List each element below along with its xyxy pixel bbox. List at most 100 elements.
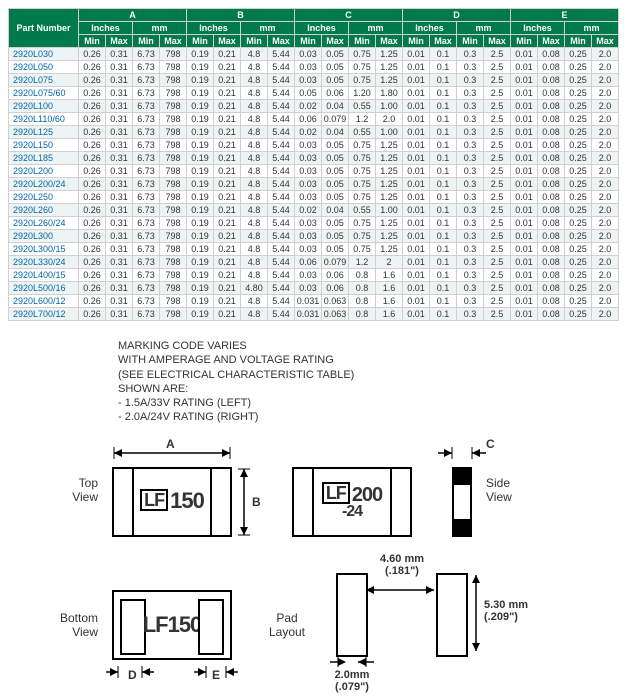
value-cell: 0.25 [565, 113, 592, 126]
value-cell: 0.19 [187, 100, 214, 113]
value-cell: 2.0 [376, 113, 403, 126]
value-cell: 2.0 [592, 113, 619, 126]
value-cell: 0.31 [106, 282, 133, 295]
value-cell: 0.06 [322, 269, 349, 282]
pad-gap: 4.60 mm [380, 553, 424, 565]
value-cell: 0.19 [187, 230, 214, 243]
part-number-cell: 2920L200 [9, 165, 79, 178]
value-cell: 0.25 [565, 230, 592, 243]
dim-D-label: D [128, 668, 137, 682]
value-cell: 1.6 [376, 282, 403, 295]
value-cell: 0.19 [187, 61, 214, 74]
value-cell: 0.08 [538, 152, 565, 165]
part-number-cell: 2920L075/60 [9, 87, 79, 100]
value-cell: 6.73 [133, 165, 160, 178]
value-cell: 1.2 [349, 256, 376, 269]
value-cell: 2.0 [592, 217, 619, 230]
value-cell: 0.3 [457, 204, 484, 217]
value-cell: 0.25 [565, 61, 592, 74]
value-cell: 0.1 [430, 191, 457, 204]
value-cell: 2.0 [592, 165, 619, 178]
value-cell: 798 [160, 230, 187, 243]
value-cell: 0.21 [214, 139, 241, 152]
value-cell: 0.31 [106, 295, 133, 308]
value-cell: 6.73 [133, 87, 160, 100]
value-cell: 0.05 [322, 243, 349, 256]
value-cell: 6.73 [133, 204, 160, 217]
table-row: 2920L500/160.260.316.737980.190.214.805.… [9, 282, 619, 295]
value-cell: 0.19 [187, 217, 214, 230]
value-cell: 4.8 [241, 191, 268, 204]
pad-h: 5.30 mm [484, 599, 528, 611]
value-cell: 0.8 [349, 269, 376, 282]
value-cell: 4.8 [241, 139, 268, 152]
value-cell: 2.5 [484, 295, 511, 308]
value-cell: 0.3 [457, 113, 484, 126]
value-cell: 0.01 [511, 178, 538, 191]
chip-bottom: LF150 [112, 590, 232, 660]
table-row: 2920L110/600.260.316.737980.190.214.85.4… [9, 113, 619, 126]
value-cell: 5.44 [268, 204, 295, 217]
value-cell: 5.44 [268, 217, 295, 230]
value-cell: 0.05 [322, 178, 349, 191]
value-cell: 0.3 [457, 217, 484, 230]
value-cell: 4.8 [241, 87, 268, 100]
value-cell: 798 [160, 113, 187, 126]
value-cell: 0.25 [565, 165, 592, 178]
value-cell: 0.75 [349, 48, 376, 61]
value-cell: 0.01 [511, 243, 538, 256]
value-cell: 0.03 [295, 165, 322, 178]
value-cell: 0.01 [403, 217, 430, 230]
value-cell: 0.75 [349, 191, 376, 204]
value-cell: 0.8 [349, 308, 376, 321]
value-cell: 2.0 [592, 139, 619, 152]
table-row: 2920L400/150.260.316.737980.190.214.85.4… [9, 269, 619, 282]
value-cell: 0.3 [457, 100, 484, 113]
col-C: C [295, 9, 403, 22]
value-cell: 798 [160, 48, 187, 61]
value-cell: 2.0 [592, 204, 619, 217]
value-cell: 0.08 [538, 48, 565, 61]
value-cell: 0.75 [349, 152, 376, 165]
value-cell: 0.01 [403, 113, 430, 126]
value-cell: 0.19 [187, 139, 214, 152]
value-cell: 0.26 [79, 126, 106, 139]
value-cell: 2.5 [484, 165, 511, 178]
value-cell: 0.19 [187, 74, 214, 87]
value-cell: 0.031 [295, 295, 322, 308]
value-cell: 0.01 [511, 100, 538, 113]
value-cell: 0.25 [565, 126, 592, 139]
value-cell: 0.31 [106, 126, 133, 139]
value-cell: 0.05 [295, 87, 322, 100]
value-cell: 6.73 [133, 295, 160, 308]
value-cell: 0.3 [457, 87, 484, 100]
value-cell: 5.44 [268, 243, 295, 256]
table-row: 2920L600/120.260.316.737980.190.214.85.4… [9, 295, 619, 308]
value-cell: 0.3 [457, 282, 484, 295]
value-cell: 0.75 [349, 217, 376, 230]
value-cell: 2.0 [592, 126, 619, 139]
value-cell: 798 [160, 243, 187, 256]
col-unit: mm [349, 22, 403, 35]
value-cell: 0.08 [538, 100, 565, 113]
value-cell: 2.0 [592, 48, 619, 61]
value-cell: 0.55 [349, 100, 376, 113]
value-cell: 0.19 [187, 48, 214, 61]
value-cell: 1.25 [376, 191, 403, 204]
value-cell: 2.0 [592, 152, 619, 165]
value-cell: 0.02 [295, 126, 322, 139]
lf-logo: LF [143, 612, 168, 637]
value-cell: 0.26 [79, 178, 106, 191]
value-cell: 0.75 [349, 139, 376, 152]
value-cell: 0.1 [430, 204, 457, 217]
value-cell: 0.03 [295, 217, 322, 230]
value-cell: 0.08 [538, 256, 565, 269]
value-cell: 4.8 [241, 113, 268, 126]
value-cell: 4.8 [241, 230, 268, 243]
value-cell: 0.75 [349, 74, 376, 87]
value-cell: 0.26 [79, 139, 106, 152]
col-unit: Inches [187, 22, 241, 35]
part-number-cell: 2920L100 [9, 100, 79, 113]
col-minmax: Min [349, 35, 376, 48]
col-unit: mm [565, 22, 619, 35]
